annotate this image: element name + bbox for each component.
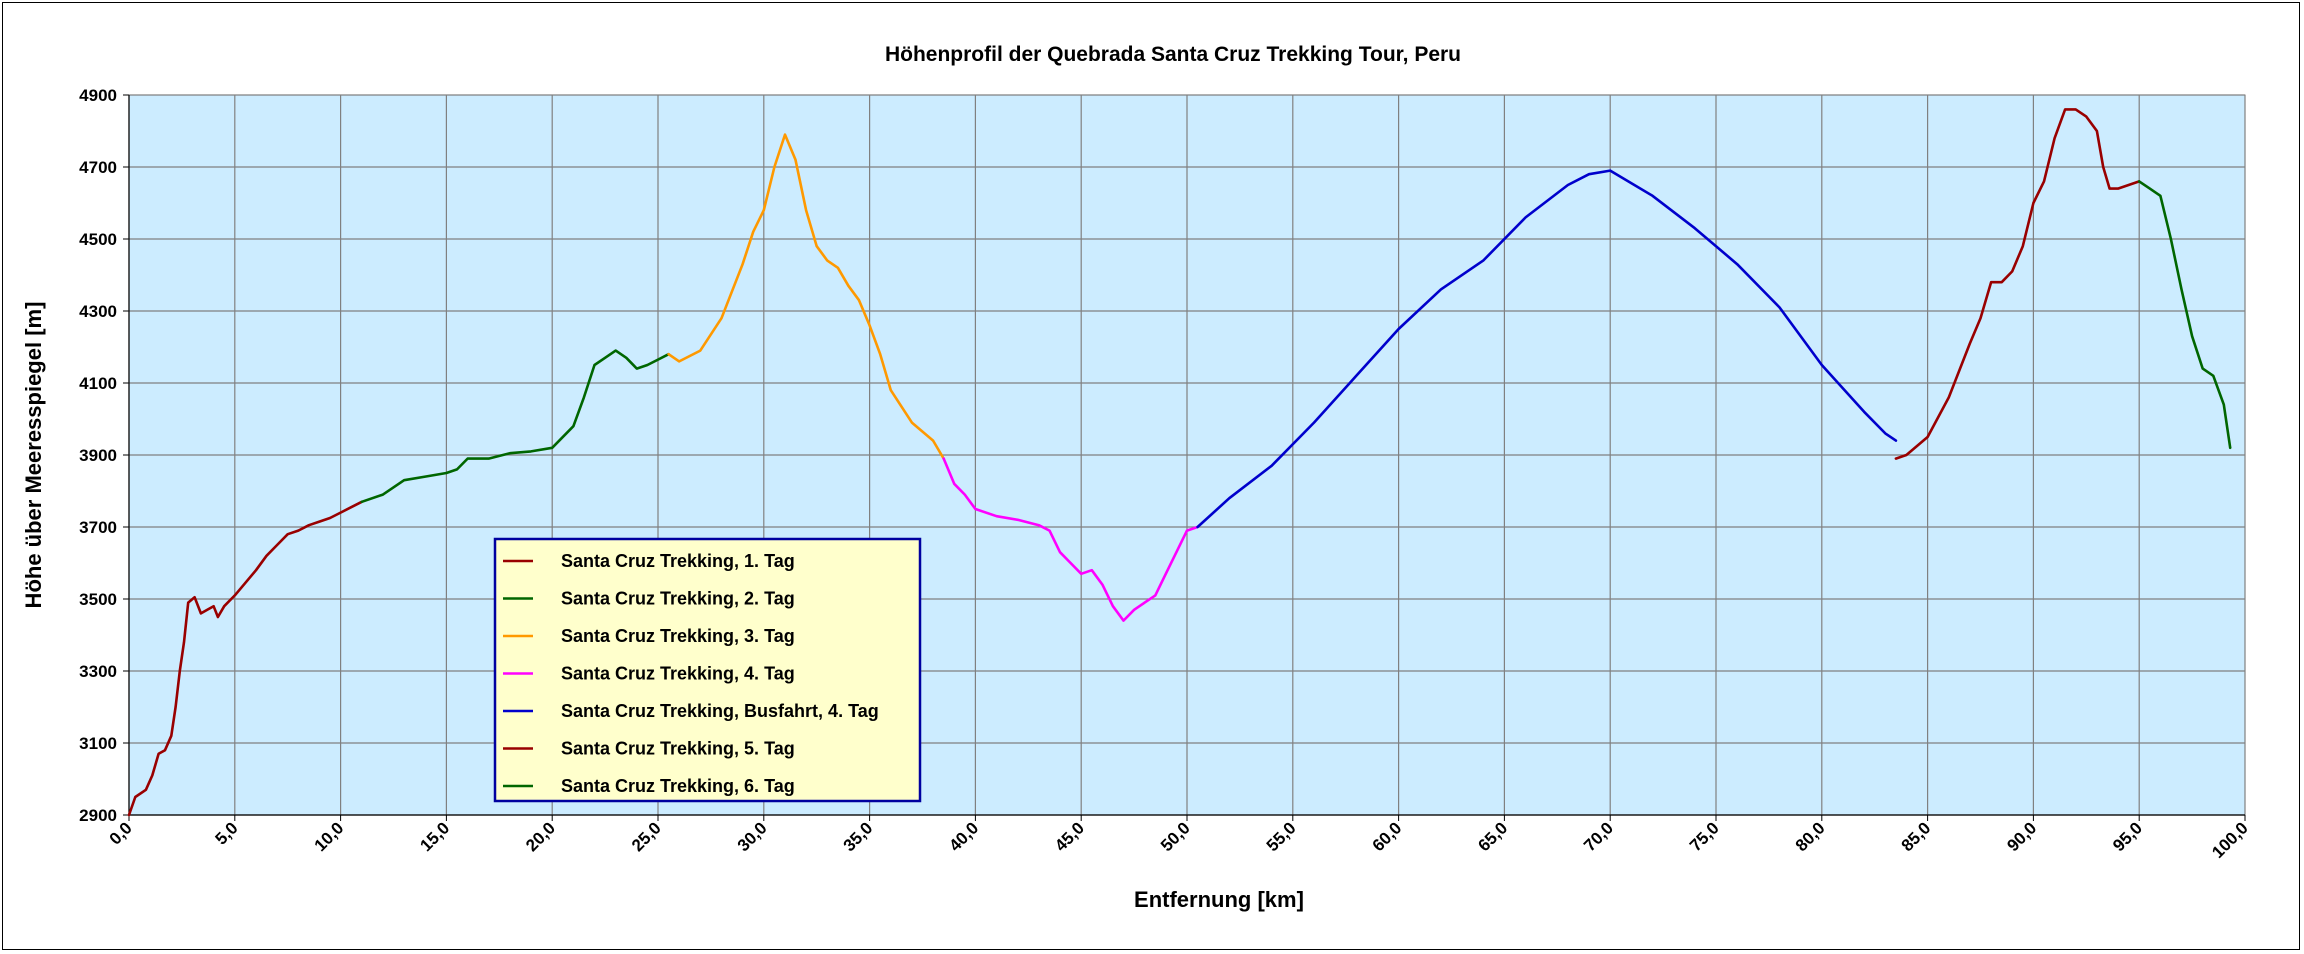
y-tick-label: 3900 <box>79 446 117 465</box>
series-line-2 <box>360 349 670 504</box>
x-tick-label: 75,0 <box>1686 818 1723 855</box>
series-line-4 <box>942 457 1199 622</box>
grid-lines <box>123 94 2246 821</box>
y-tick-label: 3100 <box>79 734 117 753</box>
legend-label: Santa Cruz Trekking, 3. Tag <box>561 626 795 646</box>
x-tick-label: 70,0 <box>1580 818 1617 855</box>
y-tick-label: 4500 <box>79 230 117 249</box>
x-tick-label: 100,0 <box>2208 818 2252 862</box>
legend-items: Santa Cruz Trekking, 1. Tag Santa Cruz Tr… <box>503 551 879 796</box>
legend-label: Santa Cruz Trekking, 5. Tag <box>561 739 795 759</box>
x-tick-label: 80,0 <box>1792 818 1829 855</box>
x-tick-label: 40,0 <box>945 818 982 855</box>
y-tick-label: 4900 <box>79 86 117 105</box>
x-tick-label: 45,0 <box>1051 818 1088 855</box>
x-tick-labels: 0,0 5,0 10,0 15,0 20,0 25,0 30,0 35,0 40,0 45,0 50… <box>106 818 2252 862</box>
x-tick-label: 25,0 <box>628 818 665 855</box>
x-axis-label: Entfernung [km] <box>1134 887 1304 912</box>
y-tick-label: 4300 <box>79 302 117 321</box>
series-line-1 <box>127 500 364 817</box>
legend-label: Santa Cruz Trekking, 2. Tag <box>561 589 795 609</box>
x-tick-label: 35,0 <box>840 818 877 855</box>
series-line-5 <box>1196 169 1898 529</box>
y-tick-label: 4700 <box>79 158 117 177</box>
series-lines <box>127 108 2232 817</box>
x-tick-label: 10,0 <box>311 818 348 855</box>
x-tick-label: 20,0 <box>522 818 559 855</box>
x-tick-label: 30,0 <box>734 818 771 855</box>
x-tick-label: 90,0 <box>2003 818 2040 855</box>
y-tick-label: 3300 <box>79 662 117 681</box>
legend-label: Santa Cruz Trekking, Busfahrt, 4. Tag <box>561 701 879 721</box>
y-tick-labels: 2900 3100 3300 3500 3700 3900 4100 4300 4500 4700… <box>79 86 117 825</box>
chart-title: Höhenprofil der Quebrada Santa Cruz Trek… <box>885 43 1461 66</box>
legend-box <box>493 537 922 803</box>
y-tick-label: 3700 <box>79 518 117 537</box>
y-tick-label: 4100 <box>79 374 117 393</box>
series-line-3 <box>667 133 946 460</box>
x-tick-label: 50,0 <box>1157 818 1194 855</box>
legend-label: Santa Cruz Trekking, 4. Tag <box>561 664 795 684</box>
x-tick-label: 65,0 <box>1474 818 1511 855</box>
legend-label: Santa Cruz Trekking, 1. Tag <box>561 551 795 571</box>
x-tick-label: 85,0 <box>1898 818 1935 855</box>
x-tick-label: 55,0 <box>1263 818 1300 855</box>
x-tick-label: 95,0 <box>2109 818 2146 855</box>
legend-label: Santa Cruz Trekking, 6. Tag <box>561 776 795 796</box>
x-tick-label: 60,0 <box>1369 818 1406 855</box>
y-tick-label: 3500 <box>79 590 117 609</box>
series-line-6 <box>1894 108 2141 460</box>
x-tick-label: 5,0 <box>211 818 241 848</box>
y-tick-label: 2900 <box>79 806 117 825</box>
y-axis-label: Höhe über Meeresspiegel [m] <box>21 302 46 609</box>
x-tick-label: 15,0 <box>416 818 453 855</box>
legend: Santa Cruz Trekking, 1. Tag Santa Cruz Tr… <box>493 537 922 803</box>
series-line-7 <box>2137 180 2232 450</box>
elevation-chart: 2900 3100 3300 3500 3700 3900 4100 4300 4500 4700… <box>21 43 2252 912</box>
